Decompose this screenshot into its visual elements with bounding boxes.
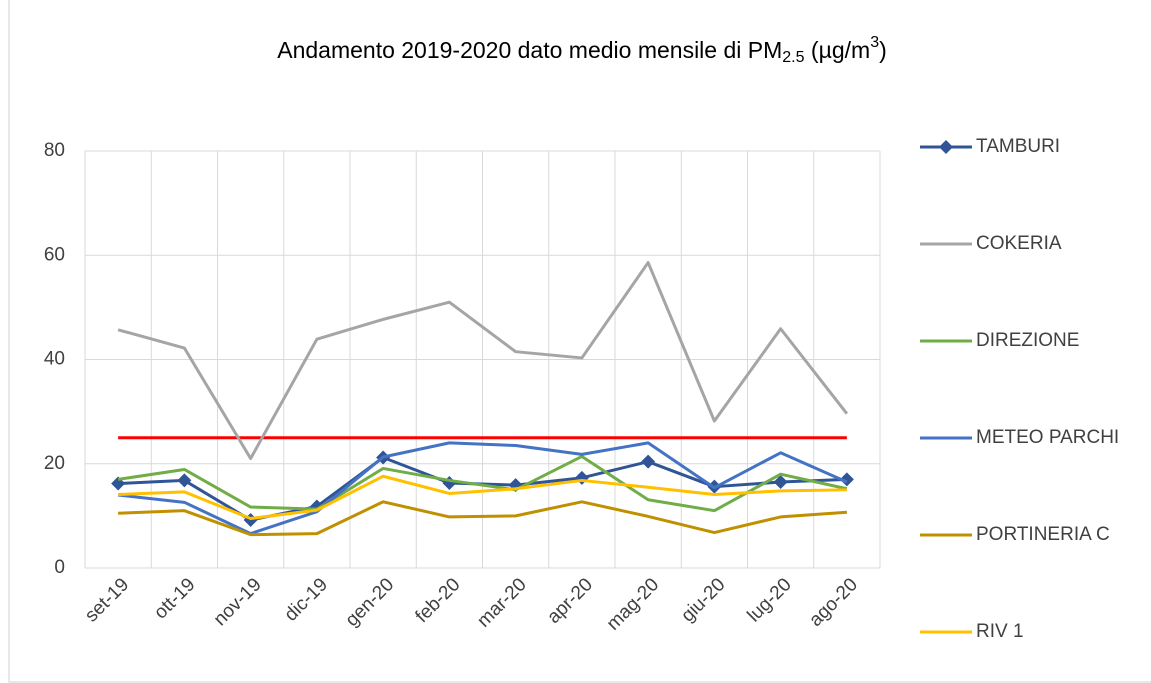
series-line xyxy=(118,500,847,537)
series-marker xyxy=(574,470,589,485)
y-tick-label: 60 xyxy=(44,244,65,265)
y-tick-label: 40 xyxy=(44,349,65,370)
series-marker xyxy=(177,473,192,488)
series-marker xyxy=(773,474,788,489)
chart-border xyxy=(8,0,1151,683)
title-text: Andamento 2019-2020 dato medio mensile d… xyxy=(277,37,782,63)
title-sup: 3 xyxy=(870,34,879,51)
x-tick-label: mar-20 xyxy=(473,574,530,631)
x-tick-label: set-19 xyxy=(81,574,133,626)
series-line xyxy=(117,441,848,536)
x-tick-label: apr-20 xyxy=(543,574,597,628)
series-line xyxy=(117,454,848,513)
y-tick-label: 0 xyxy=(54,557,65,578)
title-mid: (µg/m xyxy=(805,37,871,63)
y-tick-label: 80 xyxy=(44,140,65,161)
legend-label: COKERIA xyxy=(976,233,1062,254)
legend-label: METEO PARCHI xyxy=(976,427,1119,448)
x-tick-label: mag-20 xyxy=(603,574,663,634)
series-line xyxy=(117,261,849,461)
title-sub: 2.5 xyxy=(782,49,804,66)
series-line xyxy=(118,474,847,520)
legend-marker xyxy=(939,140,953,154)
legend-label: DIREZIONE xyxy=(976,330,1079,351)
x-tick-label: gen-20 xyxy=(342,574,399,631)
x-tick-label: nov-19 xyxy=(210,574,266,630)
x-tick-label: ott-19 xyxy=(150,574,199,623)
legend-label: RIV 1 xyxy=(976,621,1024,642)
legend-label: TAMBURI xyxy=(976,136,1060,157)
y-tick-label: 20 xyxy=(44,453,65,474)
series-marker xyxy=(641,454,656,469)
x-tick-label: ago-20 xyxy=(805,574,862,631)
x-tick-label: dic-19 xyxy=(281,574,332,625)
series-marker xyxy=(839,472,854,487)
x-tick-label: feb-20 xyxy=(412,574,465,627)
chart-title: Andamento 2019-2020 dato medio mensile d… xyxy=(277,34,887,66)
legend-label: PORTINERIA C xyxy=(976,524,1110,545)
x-tick-label: lug-20 xyxy=(744,574,796,626)
x-tick-label: giu-20 xyxy=(677,574,729,626)
title-end: ) xyxy=(879,37,887,63)
